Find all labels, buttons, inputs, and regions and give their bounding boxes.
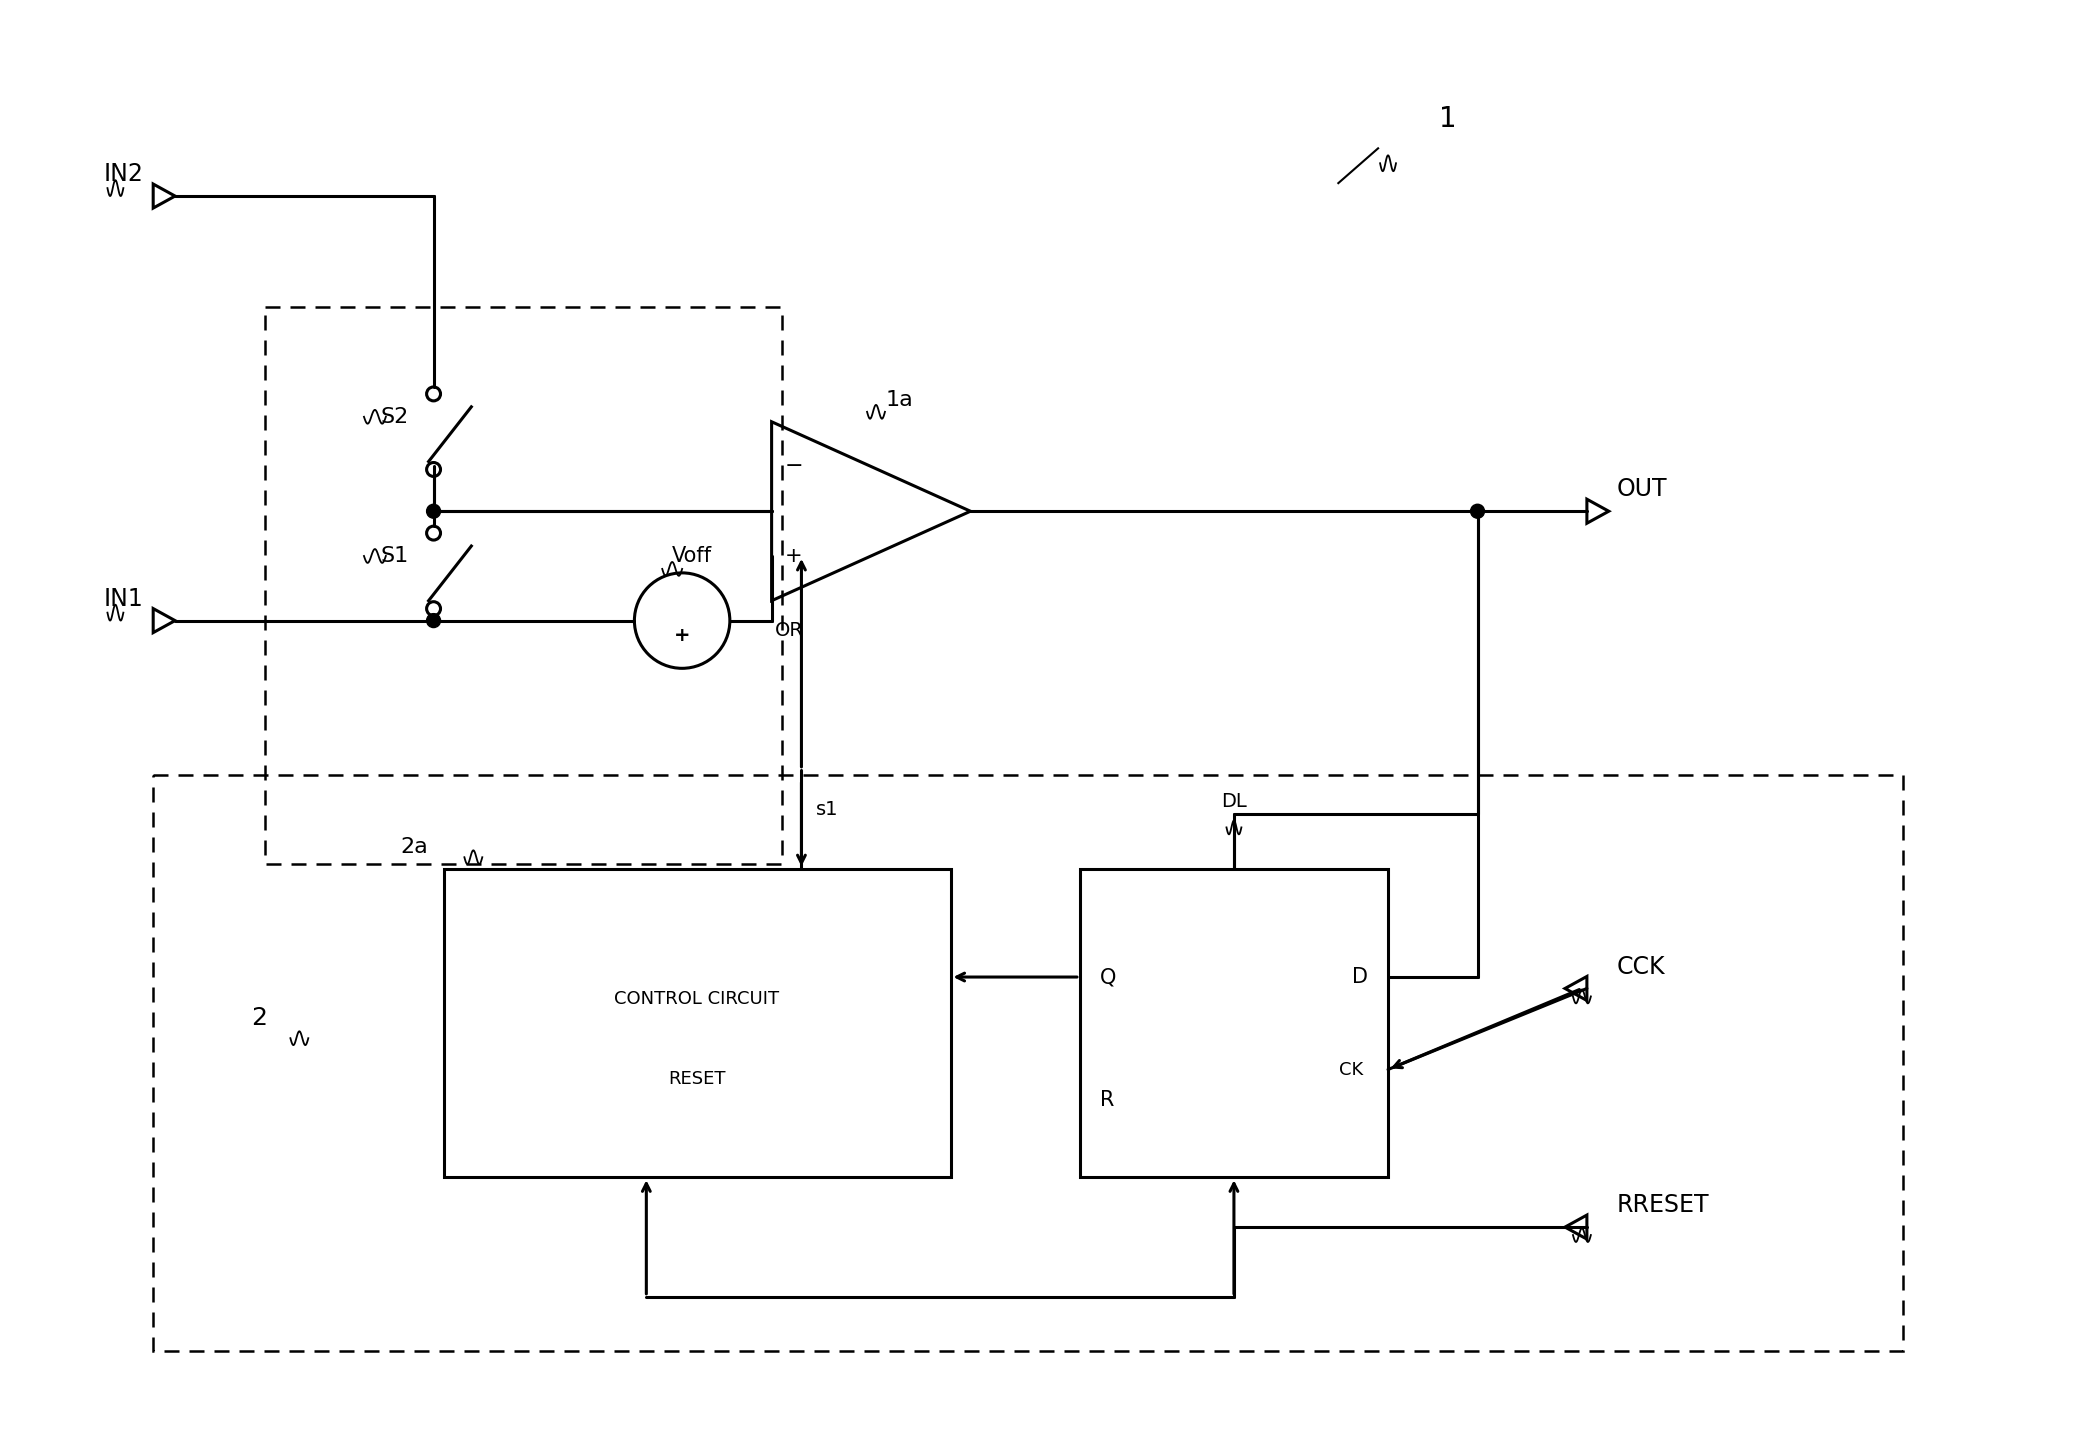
Text: Q: Q [1100,967,1117,988]
Circle shape [426,504,441,518]
Text: OR: OR [775,621,804,640]
Text: R: R [1100,1090,1115,1111]
Text: CK: CK [1339,1060,1362,1079]
Text: +: + [785,546,802,566]
Text: D: D [1352,967,1369,988]
Text: 1: 1 [1440,104,1457,133]
Text: 2a: 2a [401,837,428,857]
Text: 1a: 1a [886,390,913,410]
Circle shape [426,614,441,627]
Text: RRESET: RRESET [1616,1193,1709,1218]
Text: Voff: Voff [672,546,712,566]
Text: +: + [674,626,691,644]
Circle shape [1471,504,1484,518]
Text: S2: S2 [380,407,409,427]
FancyBboxPatch shape [1079,869,1387,1177]
Text: IN1: IN1 [103,586,143,611]
Text: CCK: CCK [1616,954,1665,979]
Text: RESET: RESET [667,1070,726,1087]
Text: DL: DL [1222,792,1247,811]
Text: S1: S1 [380,546,409,566]
Text: −: − [785,456,802,476]
FancyBboxPatch shape [443,869,951,1177]
Text: OUT: OUT [1616,478,1667,501]
Text: CONTROL CIRCUIT: CONTROL CIRCUIT [615,989,779,1008]
Text: 2: 2 [252,1006,267,1031]
Text: s1: s1 [817,799,840,820]
Text: IN2: IN2 [103,162,143,187]
